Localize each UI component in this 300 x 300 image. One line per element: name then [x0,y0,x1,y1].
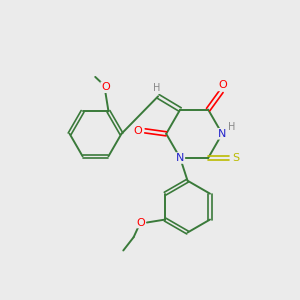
Text: O: O [136,218,145,227]
Text: S: S [232,153,239,163]
Text: H: H [228,122,235,132]
Text: O: O [101,82,110,92]
Text: N: N [218,129,226,139]
Text: H: H [153,83,160,93]
Text: N: N [176,153,184,163]
Text: O: O [134,126,142,136]
Text: O: O [218,80,227,90]
